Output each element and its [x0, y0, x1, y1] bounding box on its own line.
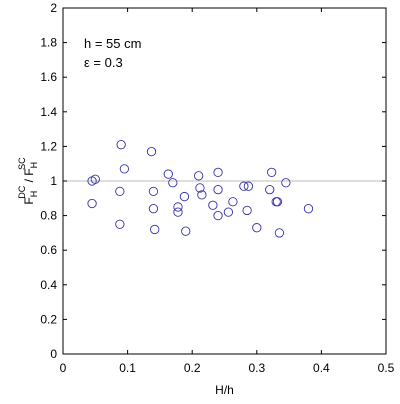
y-label-sub1: H	[29, 191, 39, 198]
y-label-main2: F	[22, 168, 36, 175]
data-point	[181, 226, 191, 236]
data-point	[179, 191, 190, 202]
data-point	[168, 178, 178, 188]
data-point	[148, 204, 159, 214]
annotation-epsilon: ε = 0.3	[84, 55, 123, 70]
data-point	[116, 140, 126, 150]
y-tick-label: 1	[50, 174, 57, 188]
x-axis-label: H/h	[215, 383, 234, 397]
y-tick-label: 2	[50, 1, 57, 15]
y-tick-label: 0.6	[40, 243, 57, 257]
data-point	[150, 224, 160, 235]
data-points	[87, 140, 314, 238]
data-point	[173, 207, 183, 217]
x-tick-label: 0.4	[313, 361, 330, 375]
data-point	[213, 210, 223, 221]
data-point	[115, 219, 125, 229]
y-axis-label: FHDC / FHSC	[17, 157, 39, 205]
y-tick-label: 1.4	[40, 105, 57, 119]
data-point	[115, 186, 125, 197]
y-tick-label: 1.6	[40, 70, 57, 84]
data-point	[267, 167, 277, 178]
y-label-sup1: DC	[17, 185, 27, 198]
y-tick-label: 1.8	[40, 36, 57, 50]
x-tick-label: 0.5	[378, 361, 395, 375]
data-point	[228, 197, 238, 207]
data-point	[223, 207, 234, 217]
x-tick-label: 0.2	[184, 361, 201, 375]
data-point	[148, 186, 159, 197]
y-tick-label: 0.8	[40, 209, 57, 223]
data-point	[195, 183, 205, 193]
data-point	[90, 174, 100, 184]
y-label-sup2: SC	[17, 157, 27, 170]
data-point	[265, 184, 275, 195]
y-tick-label: 0	[50, 347, 57, 361]
data-point	[163, 169, 173, 179]
data-point	[281, 178, 291, 188]
data-point	[208, 200, 218, 210]
x-tick-label: 0.3	[248, 361, 265, 375]
data-point	[197, 190, 207, 200]
data-point	[213, 184, 223, 195]
data-point	[173, 202, 183, 212]
x-tick-label: 0	[60, 361, 67, 375]
annotation-depth: h = 55 cm	[84, 36, 141, 51]
data-point	[272, 197, 283, 207]
data-point	[146, 146, 157, 157]
data-point	[213, 167, 223, 178]
data-point	[274, 228, 285, 238]
y-label-main1: F	[22, 197, 36, 204]
y-label-slash: /	[22, 176, 36, 186]
data-point	[242, 205, 252, 216]
data-point	[239, 181, 249, 191]
data-point	[243, 181, 254, 191]
y-tick-label: 0.4	[40, 278, 57, 292]
data-point	[119, 164, 130, 174]
y-tick-label: 0.2	[40, 312, 57, 326]
axis-ticks: 0 0.1 0.2 0.3 0.4 0.5 0 0.2 0.4 0.6 0.8 1 1.2 1.4 1.6 1…	[40, 1, 394, 375]
data-point	[87, 198, 97, 209]
y-tick-label: 1.2	[40, 139, 57, 153]
data-point	[194, 171, 204, 181]
data-point	[303, 204, 314, 214]
y-label-sub2: H	[29, 162, 39, 169]
x-tick-label: 0.1	[119, 361, 136, 375]
data-point	[252, 223, 262, 233]
